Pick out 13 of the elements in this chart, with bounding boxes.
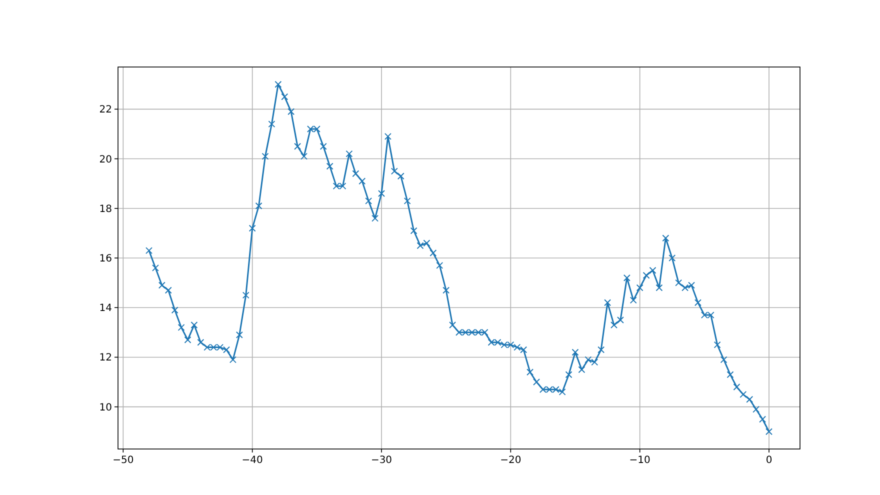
- y-tick-label: 20: [99, 154, 112, 166]
- y-tick-label: 16: [99, 254, 112, 264]
- y-tick-label: 18: [99, 204, 112, 215]
- y-tick-label: 12: [99, 352, 112, 364]
- x-tick-label: −50: [112, 455, 134, 466]
- y-tick-label: 10: [99, 402, 112, 414]
- x-tick-label: −20: [500, 455, 522, 466]
- x-tick-label: −30: [370, 455, 392, 466]
- x-tick-label: 0: [766, 455, 772, 466]
- y-tick-label: 22: [99, 104, 112, 116]
- x-tick-label: −10: [629, 455, 650, 466]
- x-tick-label: −40: [242, 455, 263, 466]
- y-tick-label: 14: [99, 303, 112, 314]
